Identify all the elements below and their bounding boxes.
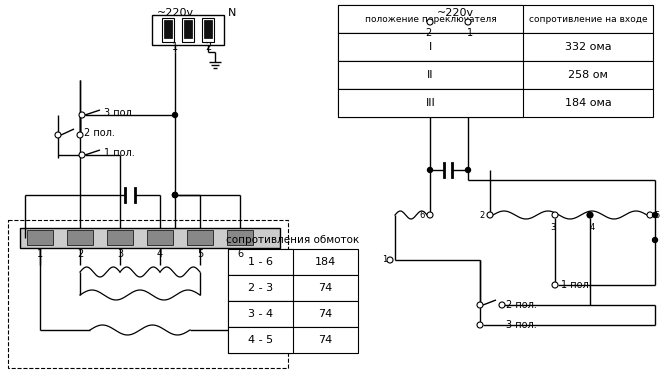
Text: III: III	[426, 98, 436, 108]
Text: 4: 4	[157, 249, 163, 259]
Text: 5: 5	[197, 249, 203, 259]
Bar	[228, 301, 358, 327]
Bar	[228, 249, 358, 275]
Bar	[228, 275, 358, 301]
Bar	[228, 301, 293, 327]
Text: 1: 1	[381, 255, 387, 264]
Circle shape	[55, 132, 61, 138]
Text: сопротивление на входе: сопротивление на входе	[529, 15, 647, 24]
Text: сопротивления обмоток: сопротивления обмоток	[226, 235, 360, 245]
Text: 3: 3	[117, 249, 123, 259]
Bar	[20, 228, 280, 248]
Circle shape	[77, 132, 83, 138]
Text: 74: 74	[318, 335, 333, 345]
Circle shape	[427, 212, 433, 218]
Circle shape	[653, 212, 657, 218]
Text: 1: 1	[172, 42, 178, 52]
Circle shape	[653, 237, 657, 242]
Text: 184: 184	[315, 257, 336, 267]
Bar	[67, 230, 93, 245]
Bar	[187, 230, 213, 245]
Bar	[8, 220, 288, 368]
Text: N: N	[228, 8, 236, 18]
Text: 4 - 5: 4 - 5	[248, 335, 273, 345]
Circle shape	[427, 19, 433, 25]
Text: ~220v: ~220v	[156, 8, 193, 18]
Text: 1: 1	[37, 249, 43, 259]
Bar	[182, 18, 194, 42]
Circle shape	[477, 322, 483, 328]
Bar	[164, 20, 172, 38]
Text: 2 пол.: 2 пол.	[506, 300, 537, 310]
Bar	[338, 5, 653, 33]
Bar	[27, 230, 53, 245]
Circle shape	[647, 212, 653, 218]
Circle shape	[499, 302, 505, 308]
Circle shape	[172, 193, 178, 197]
Text: 2: 2	[205, 42, 211, 52]
Text: II: II	[427, 70, 434, 80]
Text: 2: 2	[77, 249, 83, 259]
Bar	[228, 327, 358, 353]
Circle shape	[487, 212, 493, 218]
Circle shape	[587, 212, 593, 218]
Text: 1: 1	[467, 28, 473, 38]
Bar	[147, 230, 173, 245]
Bar	[228, 327, 293, 353]
Circle shape	[428, 168, 432, 172]
Text: ~220v: ~220v	[436, 8, 474, 18]
Text: 2: 2	[480, 211, 485, 220]
Text: 5: 5	[654, 211, 659, 220]
Text: 2 пол.: 2 пол.	[84, 128, 115, 138]
Text: 3 пол.: 3 пол.	[104, 108, 135, 118]
Text: 74: 74	[318, 283, 333, 293]
Bar	[228, 275, 293, 301]
Bar	[338, 33, 523, 61]
Text: I: I	[429, 42, 432, 52]
Bar	[152, 15, 224, 45]
Bar	[338, 5, 523, 33]
Text: 6: 6	[420, 211, 425, 220]
Circle shape	[552, 212, 558, 218]
Circle shape	[79, 112, 85, 118]
Text: 6: 6	[237, 249, 243, 259]
Circle shape	[552, 282, 558, 288]
Bar	[184, 20, 192, 38]
Circle shape	[477, 302, 483, 308]
Text: 2: 2	[425, 28, 431, 38]
Text: 184 ома: 184 ома	[564, 98, 611, 108]
Bar	[107, 230, 133, 245]
Circle shape	[387, 257, 393, 263]
Circle shape	[172, 193, 178, 197]
Bar	[338, 61, 653, 89]
Bar	[162, 18, 174, 42]
Text: 1 - 6: 1 - 6	[248, 257, 273, 267]
Text: 258 ом: 258 ом	[568, 70, 608, 80]
Bar	[202, 18, 214, 42]
Bar	[204, 20, 212, 38]
Circle shape	[587, 212, 593, 218]
Circle shape	[79, 152, 85, 158]
Text: 2 - 3: 2 - 3	[248, 283, 273, 293]
Text: 74: 74	[318, 309, 333, 319]
Bar	[338, 61, 523, 89]
Circle shape	[172, 193, 178, 197]
Bar	[338, 89, 523, 117]
Bar	[338, 33, 653, 61]
Text: 4: 4	[589, 223, 595, 232]
Text: 1 пол.: 1 пол.	[104, 148, 135, 158]
Bar	[228, 249, 293, 275]
Text: 332 ома: 332 ома	[565, 42, 611, 52]
Circle shape	[172, 113, 178, 117]
Text: 1 пол.: 1 пол.	[561, 280, 592, 290]
Text: положение переключателя: положение переключателя	[364, 15, 496, 24]
Circle shape	[465, 168, 471, 172]
Text: 3: 3	[550, 223, 556, 232]
Circle shape	[465, 19, 471, 25]
Bar	[338, 89, 653, 117]
Text: 3 - 4: 3 - 4	[248, 309, 273, 319]
Bar	[227, 230, 253, 245]
Text: 3 пол.: 3 пол.	[506, 320, 537, 330]
